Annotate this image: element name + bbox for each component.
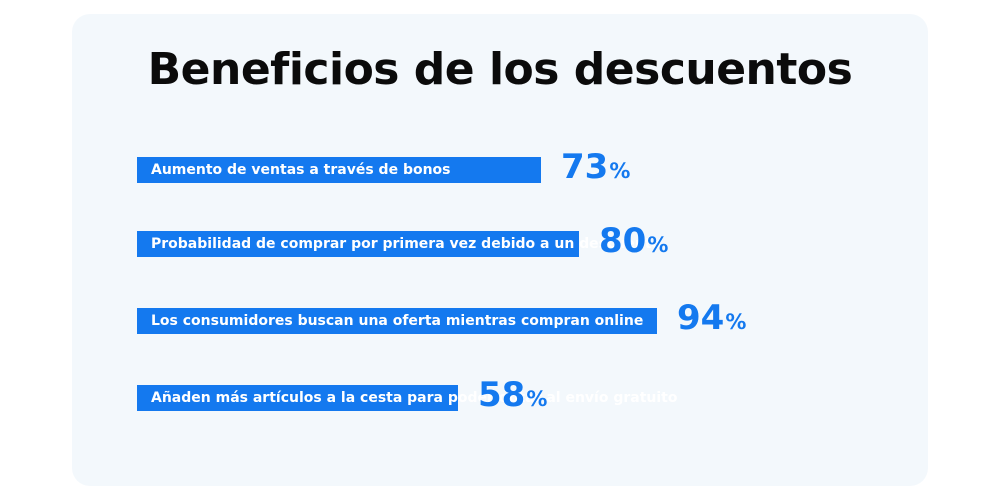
bar: Los consumidores buscan una oferta mient… bbox=[137, 308, 657, 334]
bar-value-label: 73% bbox=[561, 147, 630, 193]
bar-category-label: Añaden más artículos a la cesta para pod… bbox=[151, 390, 678, 406]
bar: Probabilidad de comprar por primera vez … bbox=[137, 231, 661, 257]
bar-category-label: Probabilidad de comprar por primera vez … bbox=[151, 236, 662, 252]
bar: Añaden más artículos a la cesta para pod… bbox=[137, 385, 678, 411]
value-number: 58 bbox=[478, 375, 526, 415]
value-number: 94 bbox=[677, 298, 725, 338]
bar-value-label: 80% bbox=[599, 221, 668, 267]
bar-category-label: Aumento de ventas a través de bonos bbox=[151, 162, 451, 178]
bar-value-label: 58% bbox=[478, 375, 547, 421]
bar-value-label: 94% bbox=[677, 298, 746, 344]
value-number: 80 bbox=[599, 221, 647, 261]
value-unit: % bbox=[609, 159, 631, 183]
value-unit: % bbox=[647, 233, 669, 257]
bar: Aumento de ventas a través de bonos bbox=[137, 157, 541, 183]
chart-title: Beneficios de los descuentos bbox=[147, 44, 853, 95]
bar-category-label: Los consumidores buscan una oferta mient… bbox=[151, 313, 644, 329]
value-unit: % bbox=[526, 387, 548, 411]
value-unit: % bbox=[725, 310, 747, 334]
value-number: 73 bbox=[561, 147, 609, 187]
